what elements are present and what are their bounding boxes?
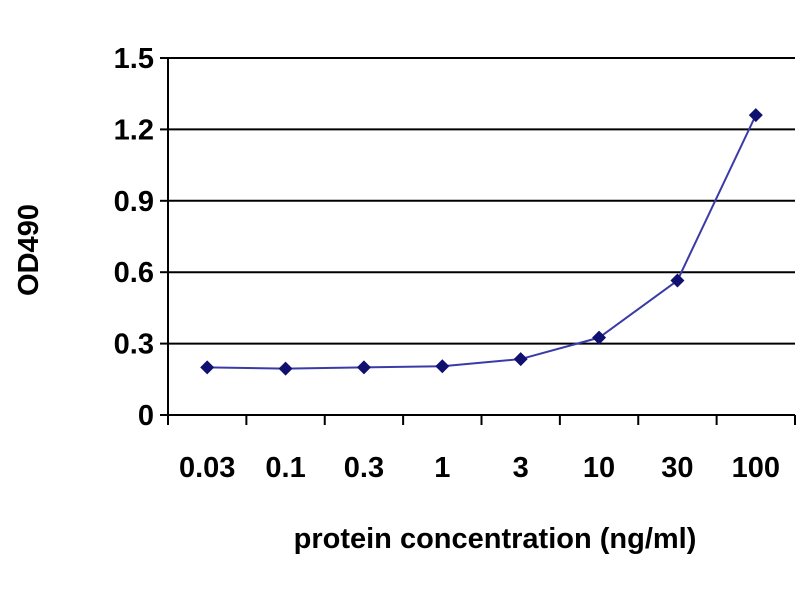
x-axis-title: protein concentration (ng/ml): [294, 523, 697, 555]
data-point: [278, 361, 293, 376]
x-tick-label: 100: [732, 452, 780, 484]
series: [200, 108, 763, 376]
x-tick-label: 0.03: [179, 452, 235, 484]
x-tick-label: 1: [434, 452, 450, 484]
x-tick-label: 3: [513, 452, 529, 484]
y-axis-title: OD490: [13, 204, 45, 296]
x-tick-label: 10: [583, 452, 615, 484]
data-point: [513, 352, 528, 367]
y-ticks: 0 0.3 0.6 0.9 1.2 1.5: [114, 43, 168, 432]
y-tick-label: 0.9: [114, 186, 154, 218]
data-point: [670, 273, 685, 288]
data-point: [592, 330, 607, 345]
y-tick-label: 1.5: [114, 43, 154, 75]
data-point: [356, 360, 371, 375]
x-tick-label: 30: [661, 452, 693, 484]
axes: [167, 58, 795, 416]
gridlines: [168, 57, 795, 345]
x-ticks: 0.03 0.1 0.3 1 3 10 30 100: [167, 415, 796, 484]
y-tick-label: 0: [138, 400, 154, 432]
data-point: [435, 359, 450, 374]
series-line: [207, 114, 757, 370]
x-tick-label: 0.1: [265, 452, 305, 484]
data-point: [748, 108, 763, 123]
x-tick-label: 0.3: [344, 452, 384, 484]
y-tick-label: 0.6: [114, 257, 154, 289]
y-tick-label: 0.3: [114, 329, 154, 361]
data-point: [200, 360, 215, 375]
y-tick-label: 1.2: [114, 114, 154, 146]
